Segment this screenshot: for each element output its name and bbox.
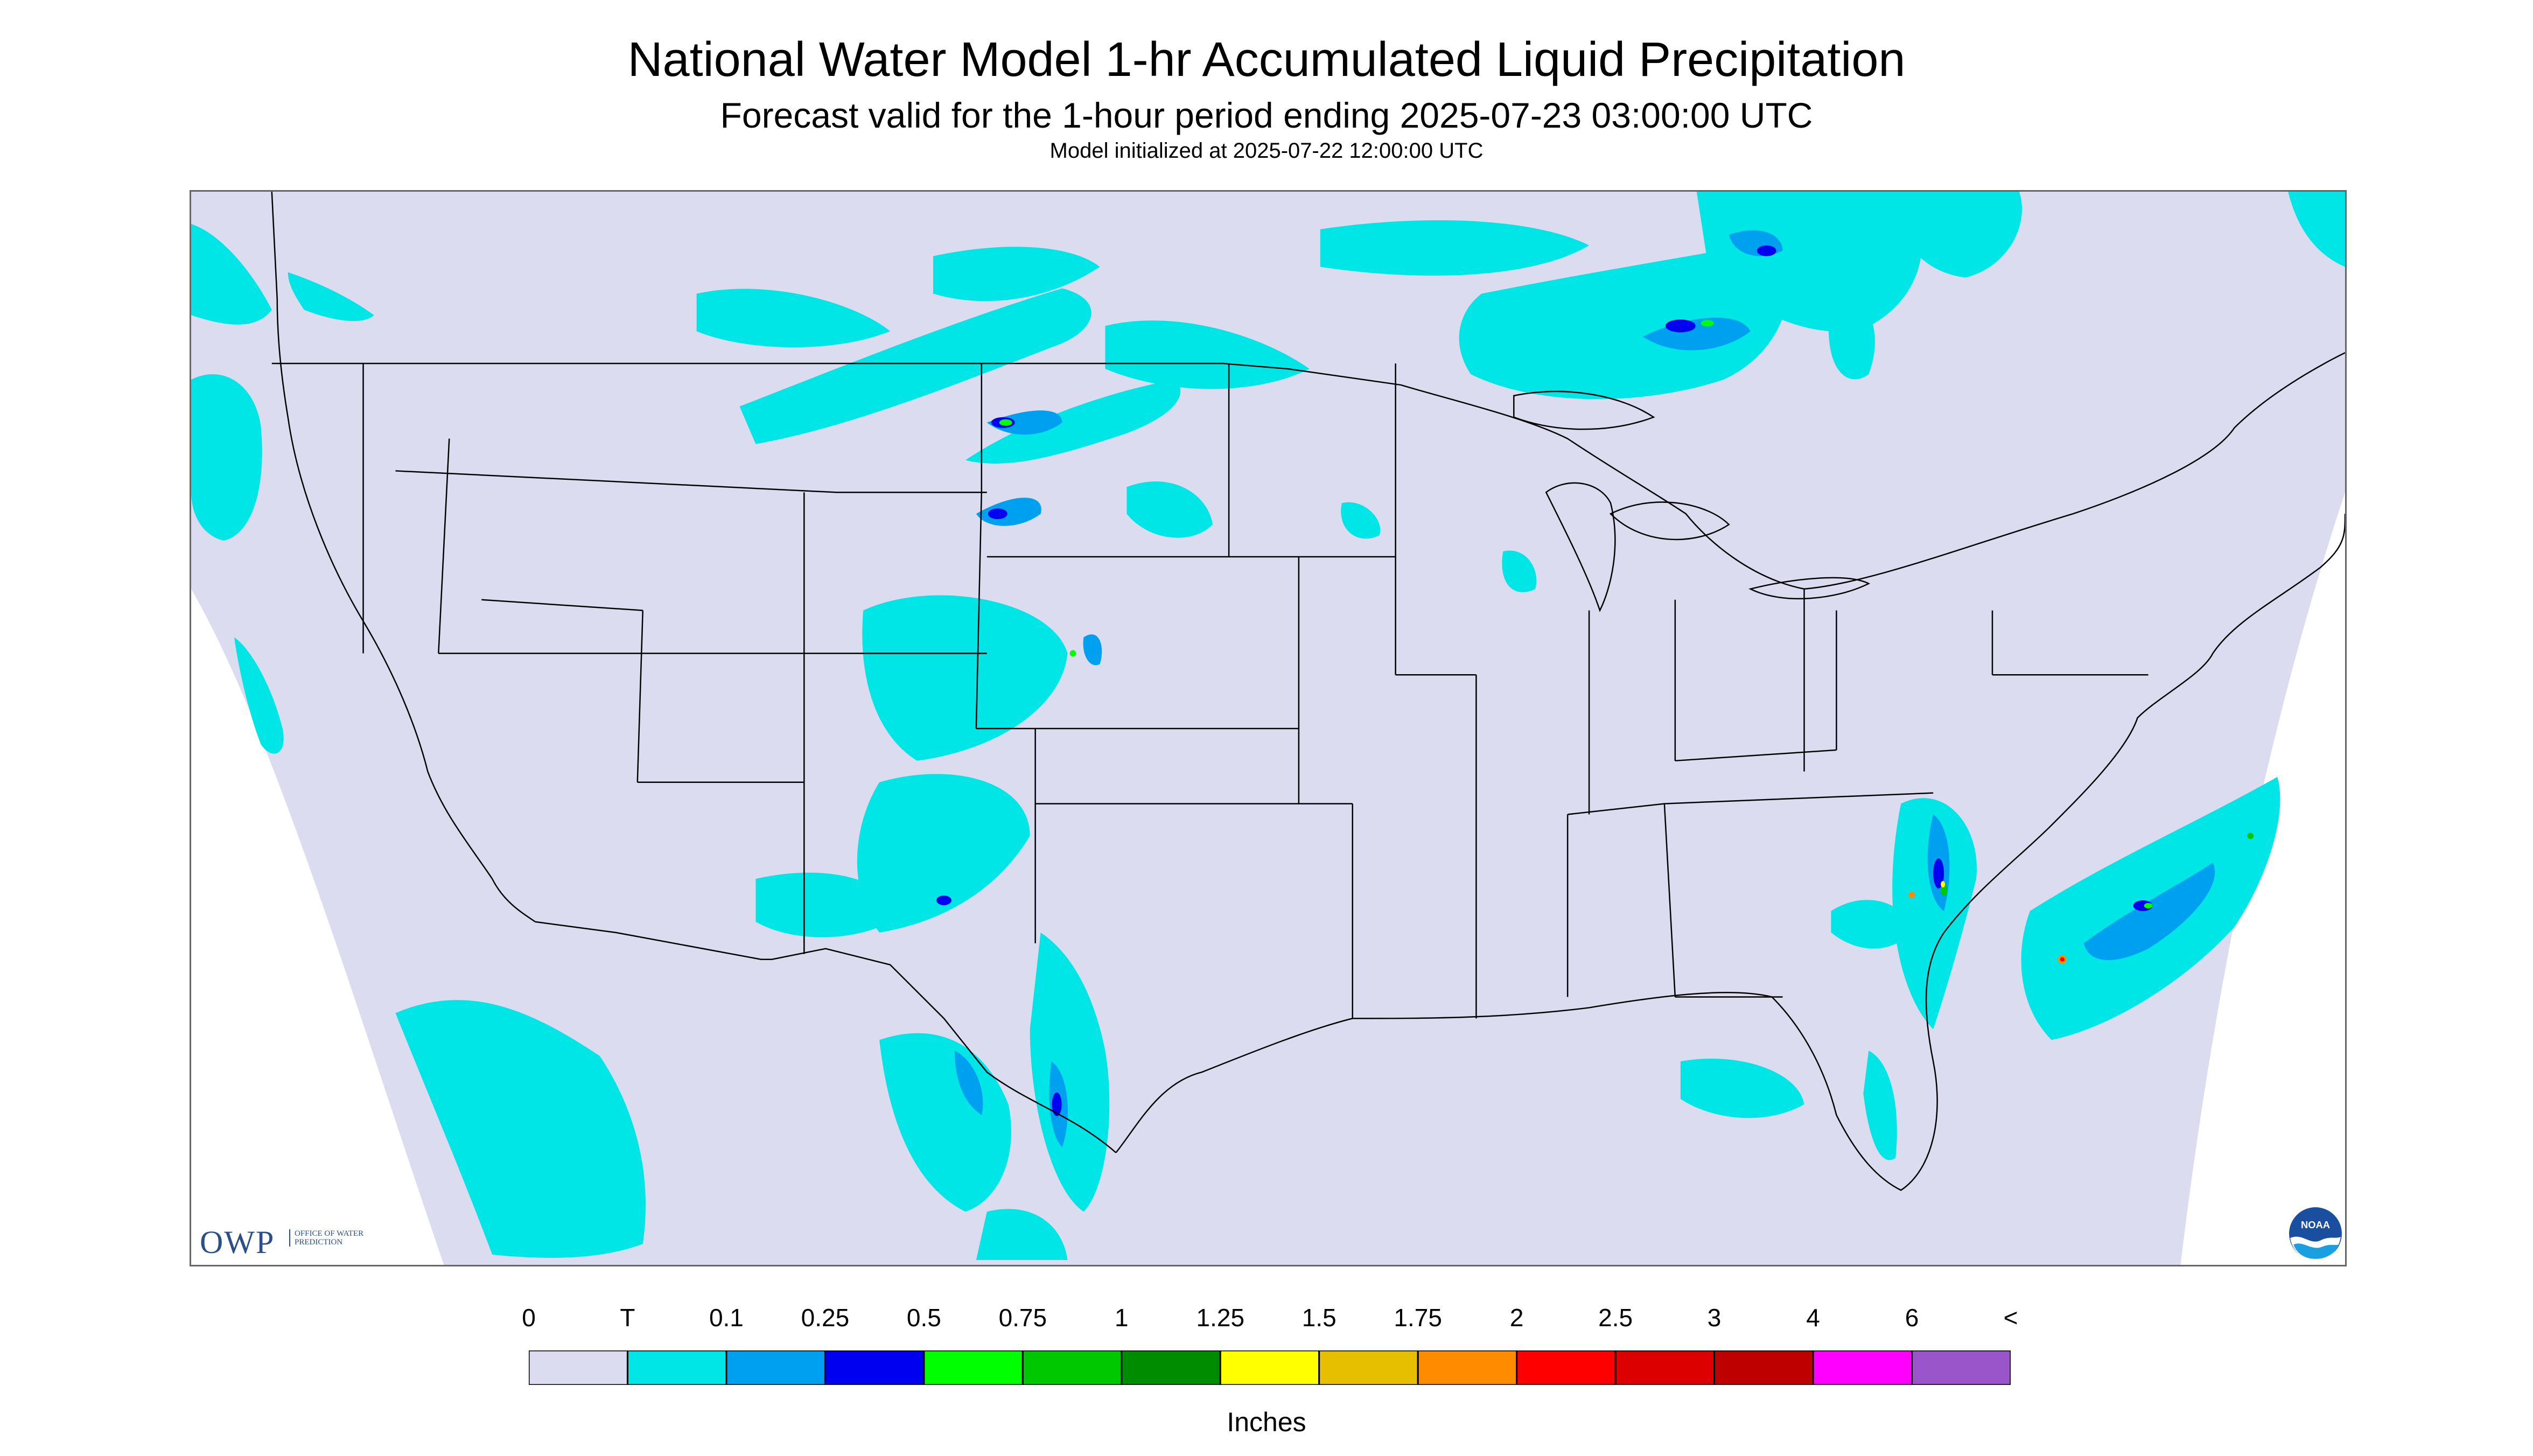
precipitation-map: OWP OFFICE OF WATER PREDICTION NOAA [190,190,2347,1266]
legend-units: Inches [1227,1407,1306,1437]
legend-swatch [1812,1350,1913,1385]
legend-label: 4 [1806,1304,1820,1332]
canada-border [271,352,2345,590]
noaa-logo: NOAA [2289,1207,2342,1260]
gulf-coast [1115,514,2345,1191]
legend-label: 0 [522,1304,536,1332]
legend-label: 0.5 [906,1304,941,1332]
legend-swatch [1713,1350,1814,1385]
legend-label: 3 [1707,1304,1722,1332]
legend-labels: 0 T 0.1 0.25 0.5 0.75 1 1.25 1.5 1.75 2 2.5 3 4 6 < [0,1303,2533,1335]
legend-swatch [529,1350,628,1385]
owp-logo-text: OWP [200,1224,275,1260]
legend-swatch [725,1350,826,1385]
legend-swatch [824,1350,925,1385]
legend-swatch [923,1350,1024,1385]
legend-swatch [1219,1350,1320,1385]
state-lines [362,363,2149,1019]
legend-swatch [1516,1350,1617,1385]
west-coast [271,192,536,922]
political-boundaries [271,192,2345,1191]
legend-label: 2.5 [1598,1304,1633,1332]
legend-label: 6 [1905,1304,1919,1332]
legend-label: 1.25 [1196,1304,1245,1332]
precip-heavy-cores [999,320,2254,964]
legend-label: 1 [1115,1304,1129,1332]
legend-label: 1.75 [1394,1304,1442,1332]
legend-label: 0.75 [998,1304,1047,1332]
legend-swatch [1614,1350,1716,1385]
legend-label: T [620,1304,635,1332]
legend-label: < [2003,1304,2018,1332]
legend-label: 0.1 [709,1304,744,1332]
map-title: National Water Model 1-hr Accumulated Li… [627,33,1906,87]
precip-trace-areas [191,192,2345,1261]
map-canvas [191,192,2345,1265]
legend-label: 2 [1509,1304,1524,1332]
legend-swatch [1318,1350,1419,1385]
noaa-logo-text: NOAA [2301,1219,2330,1230]
great-lakes [1545,482,1616,612]
precip-light-areas [954,230,2215,1147]
mexico-border [535,921,1117,1153]
precipitation-legend [529,1350,2011,1385]
legend-swatch [1911,1350,2011,1385]
model-init-note: Model initialized at 2025-07-22 12:00:00… [1049,139,1484,163]
legend-swatch [1417,1350,1518,1385]
owp-logo-subtext: OFFICE OF WATER PREDICTION [289,1229,370,1247]
legend-swatch [1121,1350,1221,1385]
legend-swatch [626,1350,727,1385]
map-subtitle: Forecast valid for the 1-hour period end… [720,95,1813,135]
legend-swatch [1021,1350,1123,1385]
legend-label: 0.25 [801,1304,850,1332]
legend-label: 1.5 [1302,1304,1337,1332]
